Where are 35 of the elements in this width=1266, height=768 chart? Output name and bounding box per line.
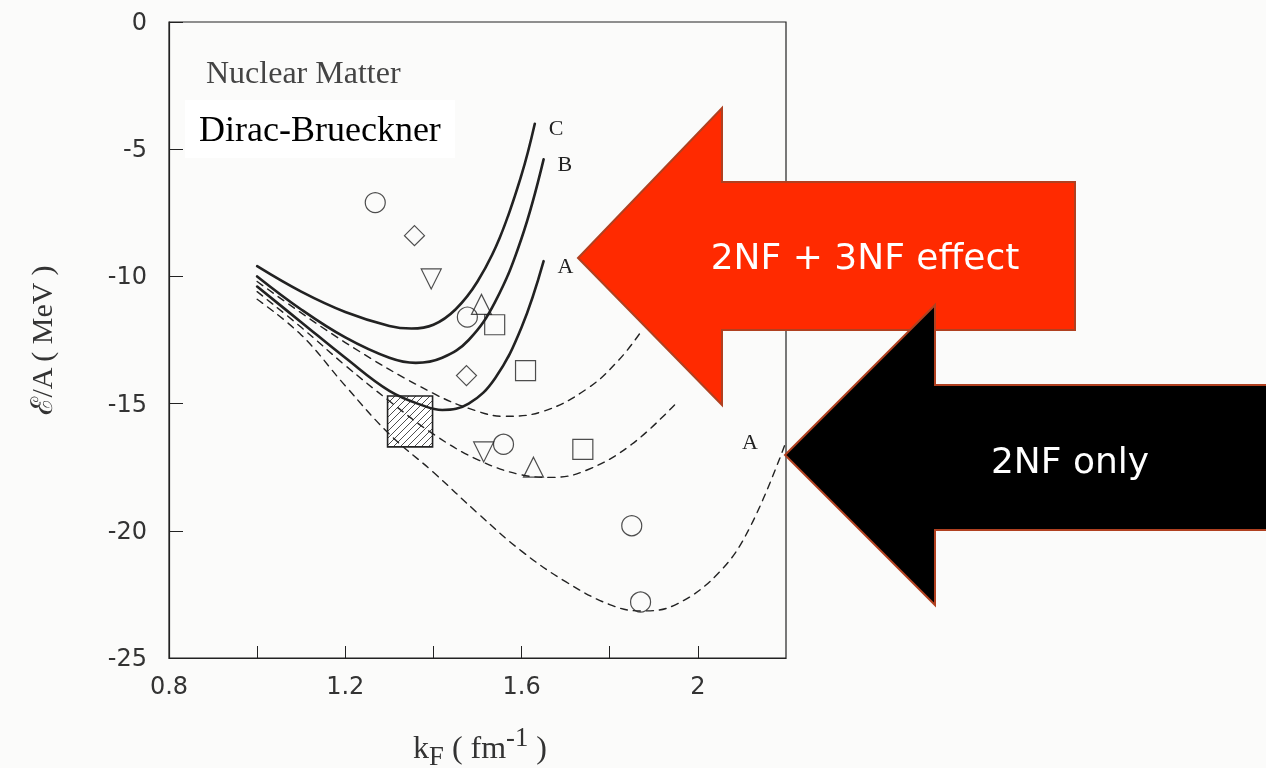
- point: [364, 192, 386, 214]
- y-tick-label: 0: [131, 8, 147, 36]
- point: [473, 441, 495, 463]
- point: [484, 314, 506, 336]
- y-tick-label: -15: [107, 389, 147, 418]
- point: [522, 456, 545, 478]
- annotation: Dirac-Brueckner: [185, 100, 455, 158]
- point: [621, 515, 643, 537]
- annotation: Nuclear Matter: [206, 54, 401, 91]
- y-tick-label: -10: [107, 262, 147, 291]
- point: [572, 438, 594, 460]
- series-label: A: [557, 252, 574, 278]
- point: [470, 293, 493, 315]
- x-tick-label: 1.6: [502, 672, 541, 700]
- series-label: A: [742, 429, 758, 455]
- point: [403, 225, 426, 247]
- text: 2NF only: [989, 440, 1151, 481]
- y-tick-label: -20: [107, 516, 147, 545]
- y-tick-label: -5: [123, 135, 147, 164]
- point: [456, 306, 478, 328]
- point: [492, 433, 515, 455]
- y-axis-title: ℰ/A ( MeV ): [23, 264, 59, 418]
- point: [514, 359, 537, 382]
- y-tick-label: -25: [107, 644, 147, 672]
- line-series: [256, 290, 677, 479]
- x-axis-title: k$_{F}$ ( fm$^{-1}$ ): [412, 722, 548, 768]
- series-label: B: [557, 150, 573, 176]
- x-tick-label: 2: [690, 672, 706, 700]
- point: [629, 591, 652, 613]
- x-tick-label: 1.2: [326, 672, 365, 700]
- point: [420, 268, 442, 290]
- x-tick-label: 0.8: [149, 672, 189, 700]
- point: [455, 365, 478, 387]
- annotation: 2NF + 3NF effect: [709, 236, 1021, 277]
- series-label: C: [548, 115, 564, 141]
